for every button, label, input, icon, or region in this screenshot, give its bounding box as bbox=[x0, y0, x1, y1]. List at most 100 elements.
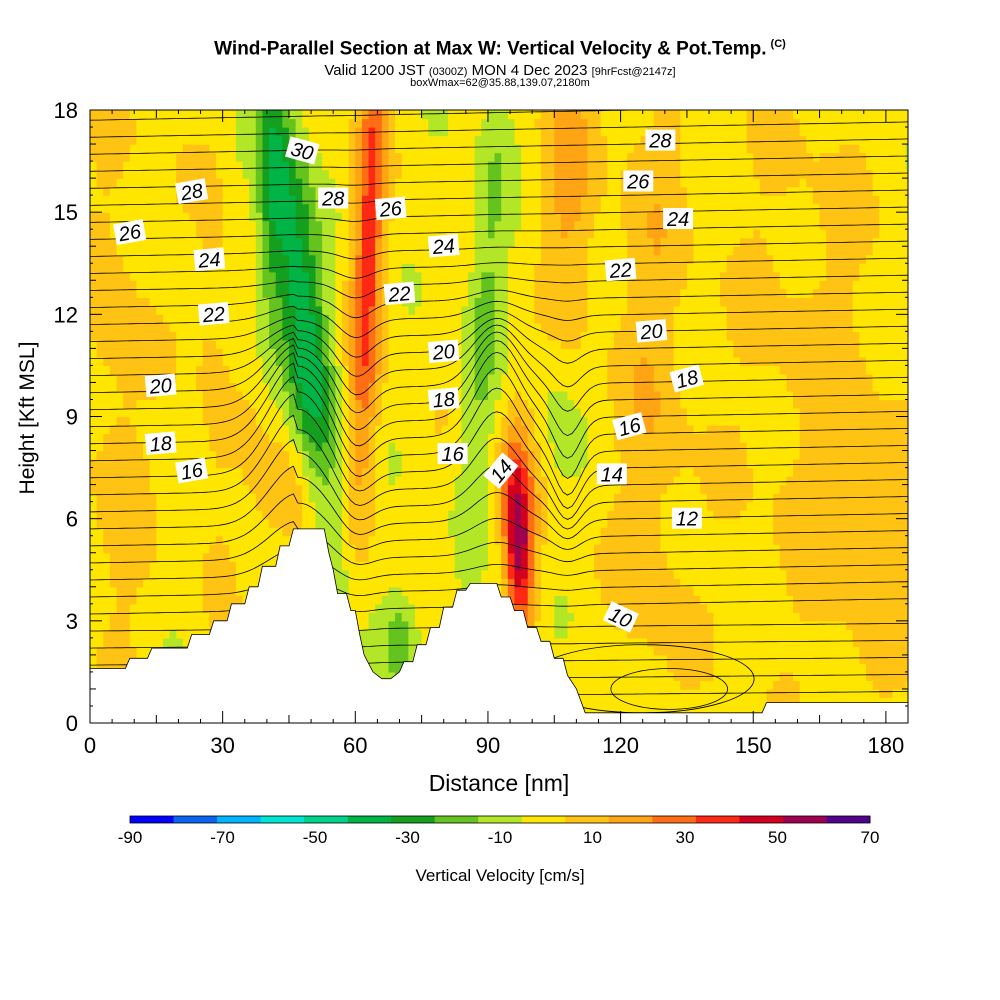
colorbar-tick-label: -10 bbox=[488, 828, 513, 847]
contour-label: 28 bbox=[175, 178, 209, 206]
contour-label-bg bbox=[596, 463, 627, 485]
theta-contour-line bbox=[90, 351, 908, 459]
contour-label-text: 26 bbox=[626, 172, 650, 194]
contour-label-text: 18 bbox=[149, 433, 173, 457]
contour-label: 18 bbox=[427, 387, 460, 412]
theta-contour-line bbox=[90, 375, 908, 496]
contour-label-bg bbox=[197, 302, 230, 326]
colorbar-swatch bbox=[826, 816, 871, 823]
theta-contour-line bbox=[90, 547, 908, 581]
theta-contour-line bbox=[90, 465, 908, 540]
theta-contour-line bbox=[90, 257, 908, 279]
contour-label: 24 bbox=[193, 247, 226, 273]
contour-label-text: 16 bbox=[441, 444, 464, 466]
contour-label-bg bbox=[437, 443, 468, 464]
contour-label-bg bbox=[285, 136, 320, 165]
contour-label-bg bbox=[602, 601, 639, 633]
utc-time: (0300Z) bbox=[428, 66, 468, 78]
contour-label-bg bbox=[144, 431, 177, 455]
contour-label-text: 24 bbox=[666, 209, 689, 231]
colorbar-swatch bbox=[478, 816, 523, 823]
theta-contour-line bbox=[90, 493, 908, 550]
y-tick-label: 3 bbox=[66, 609, 78, 634]
y-tick-label: 18 bbox=[54, 98, 78, 123]
colorbar-tick-label: 70 bbox=[861, 828, 880, 847]
contour-label: 26 bbox=[374, 196, 407, 222]
colorbar-tick-label: 10 bbox=[583, 828, 602, 847]
contour-label: 20 bbox=[635, 319, 668, 344]
colorbar-tick-label: -50 bbox=[303, 828, 328, 847]
contour-label-bg bbox=[612, 412, 647, 441]
colorbar-label: Vertical Velocity [cm/s] bbox=[415, 866, 584, 885]
theta-contour-line bbox=[90, 393, 908, 509]
theta-contour-line bbox=[90, 88, 908, 103]
chart-title-text: Wind-Parallel Section at Max W: Vertical… bbox=[214, 38, 767, 60]
theta-contour-line bbox=[90, 274, 908, 299]
colorbar-swatch bbox=[739, 816, 784, 823]
theta-contour-line bbox=[90, 155, 908, 172]
contour-label-bg bbox=[663, 208, 694, 229]
contour-label-text: 20 bbox=[431, 341, 456, 365]
theta-contour-line bbox=[90, 310, 908, 358]
theta-contour-line bbox=[90, 206, 908, 223]
contour-label-text: 24 bbox=[196, 249, 221, 273]
colorbar-swatch bbox=[565, 816, 610, 823]
terrain-profile bbox=[90, 528, 908, 723]
contour-label-bg bbox=[483, 452, 519, 489]
terrain bbox=[90, 528, 908, 723]
contour-label-bg bbox=[645, 129, 676, 151]
contour-label-text: 24 bbox=[431, 235, 456, 259]
theta-contour-line bbox=[90, 189, 908, 206]
theta-contour-line bbox=[90, 223, 908, 241]
theta-contour-line bbox=[90, 340, 908, 437]
x-tick-label: 0 bbox=[84, 733, 96, 758]
contour-label: 20 bbox=[144, 373, 177, 399]
contour-label: 18 bbox=[669, 364, 704, 393]
contour-label: 22 bbox=[197, 302, 230, 327]
colorbar: -90 -70 -50 -30 -10 10 30 50 70 bbox=[118, 815, 880, 847]
theta-contour-line bbox=[90, 172, 908, 189]
theta-contour-line bbox=[90, 362, 908, 479]
colorbar-swatch bbox=[608, 816, 653, 823]
contour-label-bg bbox=[113, 219, 147, 246]
contour-label-text: 28 bbox=[321, 189, 344, 211]
colorbar-tick-label: -30 bbox=[395, 828, 420, 847]
contour-label-text: 22 bbox=[201, 303, 226, 327]
y-tick-label: 9 bbox=[66, 405, 78, 430]
contour-label-text: 26 bbox=[116, 221, 144, 247]
contour-labels: 1012141416161618181820202022222224242426… bbox=[113, 129, 704, 633]
colorbar-tick-label: 30 bbox=[676, 828, 695, 847]
contour-label: 24 bbox=[427, 233, 460, 259]
contour-label: 26 bbox=[113, 219, 147, 247]
contour-label-text: 12 bbox=[676, 509, 698, 531]
contour-label: 16 bbox=[612, 412, 647, 441]
contour-label-bg bbox=[427, 233, 460, 258]
contour-label-bg bbox=[175, 178, 209, 205]
contour-label-text: 20 bbox=[639, 320, 664, 344]
contour-label-bg bbox=[193, 247, 226, 272]
colorbar-swatch bbox=[391, 816, 436, 823]
y-tick-label: 12 bbox=[54, 302, 78, 327]
contour-label-text: 20 bbox=[148, 375, 173, 399]
contour-label: 20 bbox=[427, 339, 460, 365]
contour-label: 14 bbox=[596, 463, 627, 486]
colorbar-swatch bbox=[521, 816, 566, 823]
colorbar-swatch bbox=[347, 816, 392, 823]
contour-label-bg bbox=[671, 507, 702, 529]
theta-contour-line bbox=[90, 121, 908, 138]
contour-label: 26 bbox=[623, 170, 654, 194]
contour-label-bg bbox=[669, 364, 704, 393]
y-tick-label: 0 bbox=[66, 711, 78, 736]
contour-label: 22 bbox=[383, 281, 416, 307]
forecast-info: [9hrFcst@2147z] bbox=[591, 66, 676, 78]
contour-label-bg bbox=[635, 319, 668, 343]
x-tick-label: 120 bbox=[602, 733, 639, 758]
y-tick-label: 15 bbox=[54, 200, 78, 225]
contour-label-text: 28 bbox=[648, 131, 671, 153]
contour-label-bg bbox=[175, 457, 209, 484]
contour-label: 28 bbox=[318, 187, 349, 211]
contour-label-bg bbox=[318, 187, 349, 209]
colorbar-swatch bbox=[130, 816, 175, 823]
y-tick-label: 6 bbox=[66, 507, 78, 532]
contour-label: 16 bbox=[175, 457, 209, 485]
